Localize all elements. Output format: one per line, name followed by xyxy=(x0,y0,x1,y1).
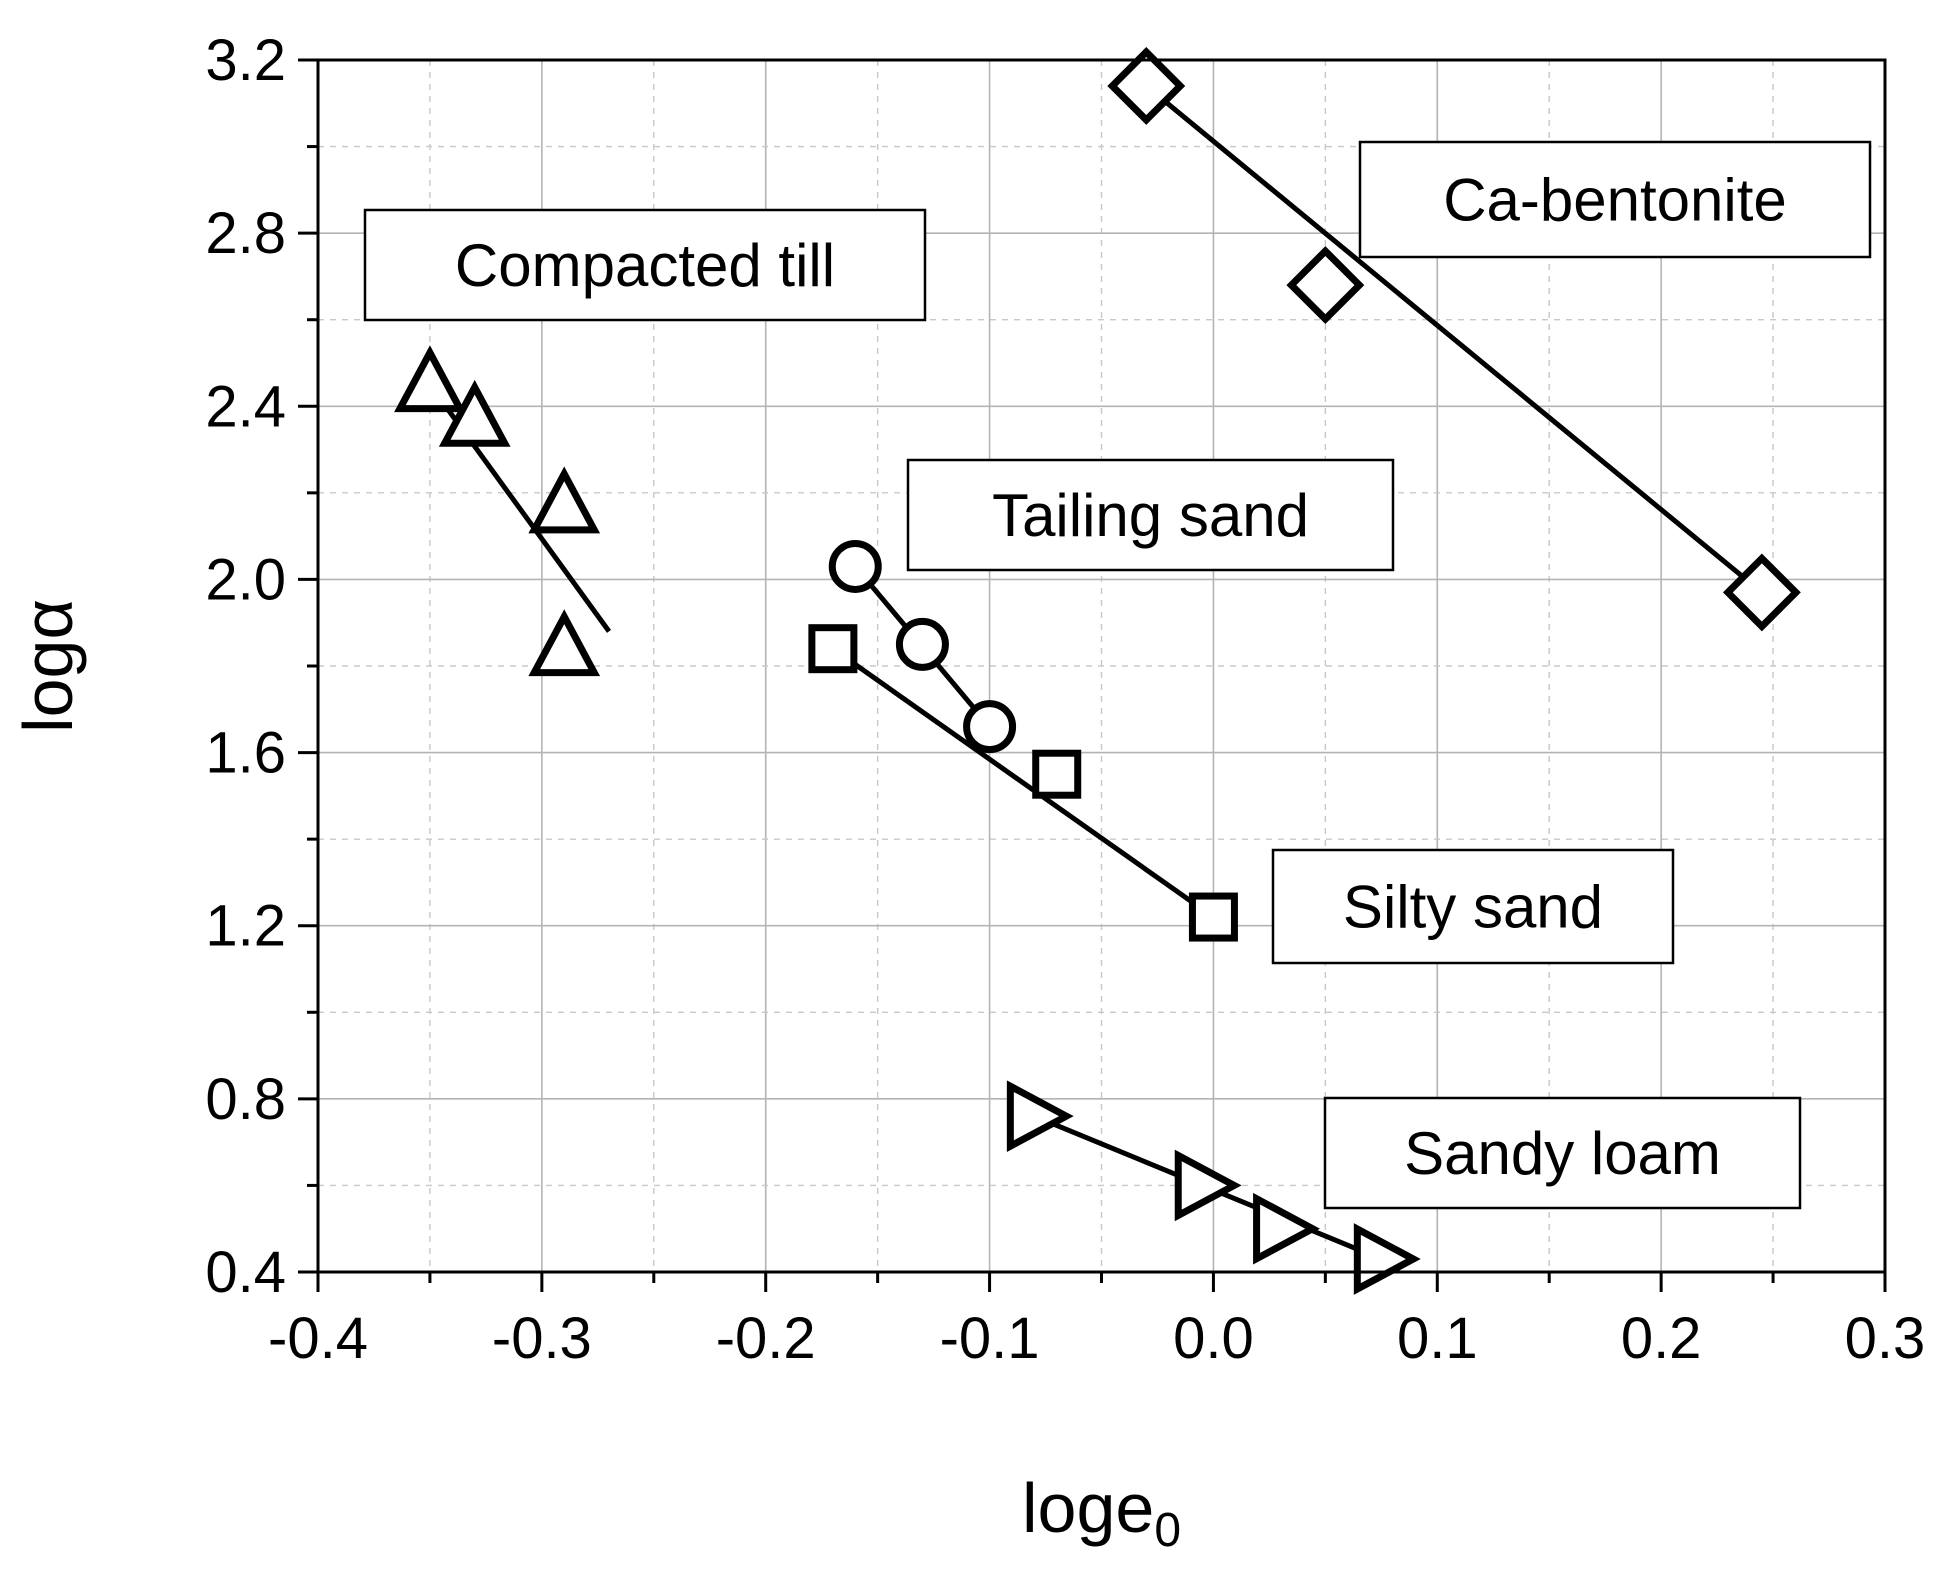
data-point-square xyxy=(1188,892,1238,942)
x-axis-title-main: loge xyxy=(1022,1469,1154,1547)
y-tick-label: 2.4 xyxy=(205,374,286,439)
axis-ticks xyxy=(298,58,1887,1292)
x-axis-title-subscript: 0 xyxy=(1154,1504,1181,1557)
data-point-triangle-right xyxy=(1006,1080,1074,1153)
x-tick-label: -0.2 xyxy=(716,1306,816,1371)
annotation-box xyxy=(363,208,927,322)
x-tick-label: -0.4 xyxy=(268,1306,368,1371)
annotation-label: Sandy loam xyxy=(1323,1096,1802,1210)
data-point-diamond xyxy=(1722,553,1801,632)
annotation-label: Tailing sand xyxy=(906,458,1395,572)
annotation-text: Silty sand xyxy=(1343,874,1603,941)
data-point-triangle-up xyxy=(528,466,601,534)
data-point-triangle-up xyxy=(438,379,511,447)
data-point-circle xyxy=(963,700,1017,754)
fit-line xyxy=(1144,84,1764,595)
y-tick-label: 2.8 xyxy=(205,201,286,266)
annotation-text: Tailing sand xyxy=(992,482,1309,549)
data-point-square xyxy=(808,624,858,674)
data-point-triangle-right xyxy=(1253,1192,1320,1265)
annotation-text: Compacted till xyxy=(455,232,835,299)
y-tick-label: 1.6 xyxy=(205,721,286,786)
x-tick-label: -0.1 xyxy=(940,1306,1040,1371)
data-point-triangle-up xyxy=(394,345,466,413)
data-point-circle xyxy=(895,617,949,671)
annotation-label: Silty sand xyxy=(1271,848,1675,965)
y-tick-label: 0.8 xyxy=(205,1067,286,1132)
data-point-diamond xyxy=(1286,246,1365,325)
annotation-label: Ca-bentonite xyxy=(1358,140,1872,259)
annotation-label: Compacted till xyxy=(363,208,927,322)
x-tick-label: -0.3 xyxy=(492,1306,592,1371)
data-point-triangle-up xyxy=(528,609,601,677)
annotation-box xyxy=(1323,1096,1802,1210)
y-axis-title: logα xyxy=(9,599,87,733)
x-tick-label: 0.3 xyxy=(1845,1306,1926,1371)
annotation-boxes: Compacted till Ca-bentonite Tailing sand Si… xyxy=(363,140,1872,1210)
x-axis-title: loge0 xyxy=(1022,1469,1181,1557)
data-point-square xyxy=(1032,749,1082,799)
data-markers xyxy=(394,47,1801,1295)
data-point-triangle-right xyxy=(1174,1149,1242,1222)
x-tick-label: 0.0 xyxy=(1173,1306,1254,1371)
x-tick-label: 0.2 xyxy=(1621,1306,1702,1371)
y-tick-label: 1.2 xyxy=(205,894,286,959)
y-tick-label: 2.0 xyxy=(205,547,286,612)
fit-line xyxy=(831,646,1215,920)
annotation-text: Ca-bentonite xyxy=(1443,167,1787,234)
data-point-diamond xyxy=(1107,47,1186,125)
annotation-box xyxy=(906,458,1395,572)
y-tick-label: 3.2 xyxy=(205,28,286,93)
annotation-text: Sandy loam xyxy=(1404,1120,1721,1187)
tick-labels: -0.4 -0.3 -0.2 -0.1 0.0 0.1 0.2 0.3 0.4 0.8 1.2 1.6… xyxy=(205,28,1925,1371)
x-tick-label: 0.1 xyxy=(1397,1306,1478,1371)
data-point-triangle-right xyxy=(1353,1223,1421,1295)
data-point-circle xyxy=(828,539,882,593)
annotation-box xyxy=(1358,140,1872,259)
annotation-box xyxy=(1271,848,1675,965)
y-tick-label: 0.4 xyxy=(205,1240,286,1305)
